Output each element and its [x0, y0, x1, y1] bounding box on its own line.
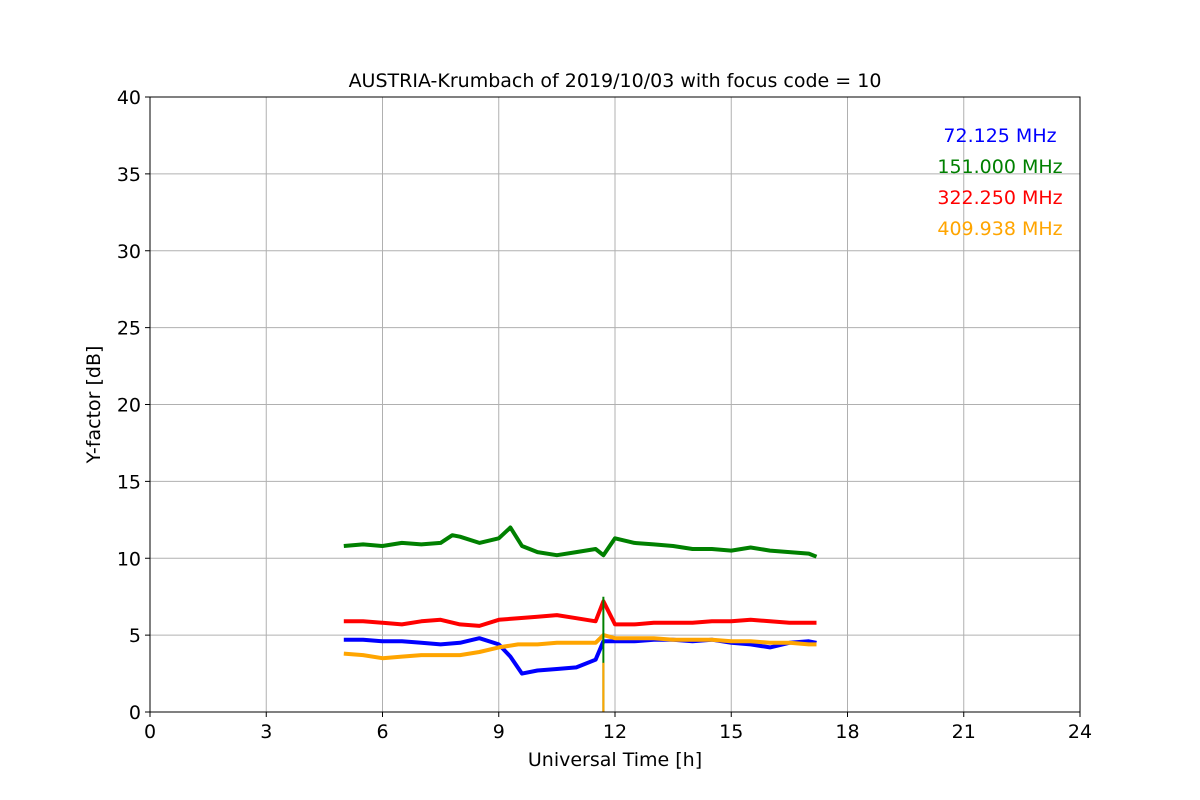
y-tick-label: 40: [117, 87, 141, 109]
y-tick-label: 15: [117, 471, 141, 493]
series-line-2: [343, 599, 817, 628]
legend-entry: 72.125 MHz: [943, 125, 1056, 147]
series-layer: [343, 525, 818, 712]
x-tick-label: 0: [144, 721, 156, 743]
legend: 72.125 MHz 151.000 MHz 322.250 MHz 409.938 …: [937, 125, 1062, 240]
y-tick-label: 10: [117, 548, 141, 570]
x-tick-label: 15: [719, 721, 743, 743]
y-tick-label: 20: [117, 395, 141, 417]
legend-entry: 151.000 MHz: [937, 156, 1062, 178]
x-tick-label: 6: [376, 721, 388, 743]
series-line-0: [343, 636, 817, 676]
axis-ticks: 0 3 6 9 12 15 18 21 24 0 5 10 15 20 25 30 35 40: [117, 87, 1092, 743]
series-line-3: [343, 633, 817, 661]
x-tick-label: 24: [1068, 721, 1092, 743]
y-tick-label: 25: [117, 318, 141, 340]
y-axis-label: Y-factor [dB]: [83, 346, 105, 465]
x-tick-label: 18: [835, 721, 859, 743]
y-tick-label: 0: [129, 702, 141, 724]
x-tick-label: 12: [603, 721, 627, 743]
x-tick-label: 9: [493, 721, 505, 743]
legend-entry: 322.250 MHz: [937, 187, 1062, 209]
x-axis-label: Universal Time [h]: [528, 749, 702, 771]
chart-title: AUSTRIA-Krumbach of 2019/10/03 with focu…: [349, 70, 882, 92]
y-tick-label: 35: [117, 164, 141, 186]
y-tick-label: 5: [129, 625, 141, 647]
x-tick-label: 3: [260, 721, 272, 743]
x-tick-label: 21: [952, 721, 976, 743]
legend-entry: 409.938 MHz: [937, 218, 1062, 240]
series-line-1: [343, 525, 818, 559]
y-tick-label: 30: [117, 241, 141, 263]
